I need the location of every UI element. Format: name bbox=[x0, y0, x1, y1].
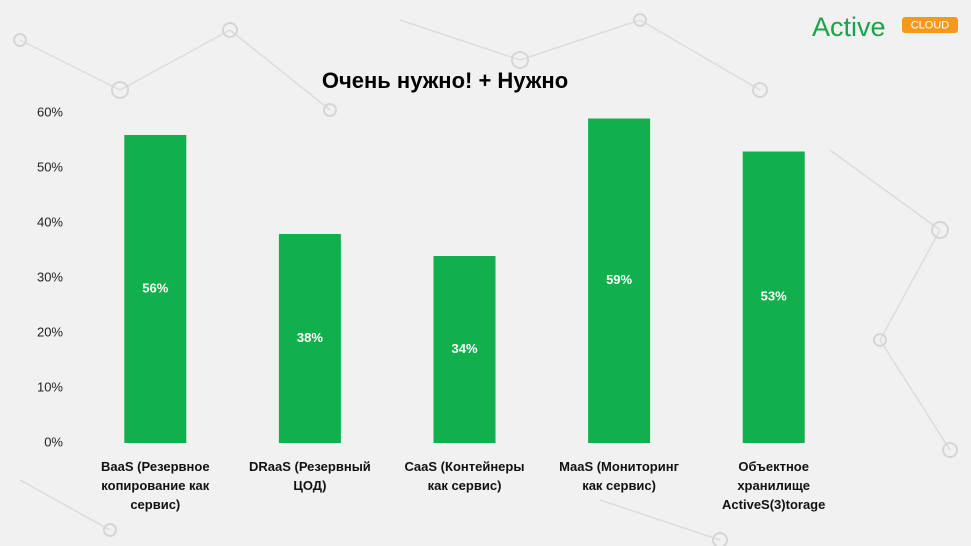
value-label: 56% bbox=[142, 280, 168, 295]
x-tick-label: CaaS (Контейнеры как сервис) bbox=[404, 459, 525, 493]
logo-badge: CLOUD bbox=[911, 19, 950, 31]
logo-badge-bg bbox=[902, 17, 958, 33]
x-tick-label: BaaS (Резервное копирование как сервис) bbox=[101, 459, 210, 512]
x-tick-label: Объектное хранилище ActiveS(3)torage bbox=[722, 459, 826, 512]
bar bbox=[278, 234, 341, 443]
value-label: 53% bbox=[761, 289, 787, 304]
bar bbox=[433, 256, 496, 443]
y-tick-label: 60% bbox=[37, 104, 63, 119]
value-label: 34% bbox=[451, 341, 477, 356]
bar bbox=[742, 151, 805, 443]
chart-title: Очень нужно! + Нужно bbox=[322, 68, 568, 93]
bar bbox=[124, 135, 187, 443]
background-network bbox=[13, 13, 958, 546]
bar bbox=[588, 118, 651, 443]
value-label: 38% bbox=[297, 330, 323, 345]
y-tick-label: 20% bbox=[37, 324, 63, 339]
x-tick-label: DRaaS (Резервный ЦОД) bbox=[248, 459, 371, 493]
y-tick-label: 50% bbox=[37, 159, 63, 174]
value-label: 59% bbox=[606, 272, 632, 287]
y-tick-label: 30% bbox=[37, 269, 63, 284]
logo-text: Active bbox=[812, 12, 886, 42]
y-tick-label: 10% bbox=[37, 379, 63, 394]
y-tick-label: 40% bbox=[37, 214, 63, 229]
x-tick-label: MaaS (Мониторинг как сервис) bbox=[559, 459, 680, 493]
y-tick-label: 0% bbox=[44, 434, 63, 449]
